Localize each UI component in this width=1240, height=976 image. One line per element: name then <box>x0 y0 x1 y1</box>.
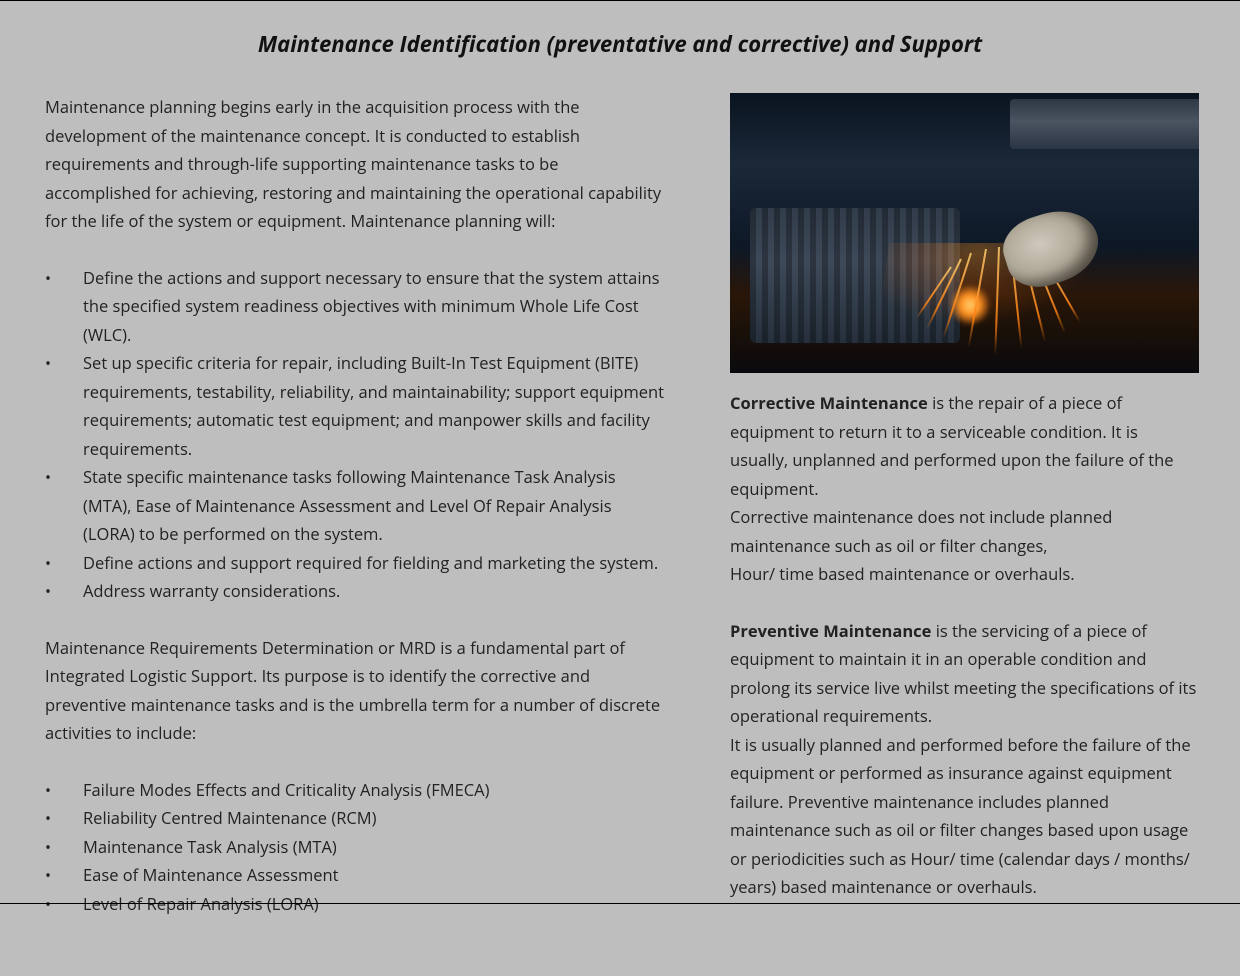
corrective-label: Corrective Maintenance <box>730 391 928 414</box>
list-item: Reliability Centred Maintenance (RCM) <box>45 804 665 833</box>
list-item: Define actions and support required for … <box>45 549 665 578</box>
right-column: Corrective Maintenance is the repair of … <box>730 93 1199 946</box>
left-column: Maintenance planning begins early in the… <box>45 93 665 946</box>
preventive-line2: It is usually planned and performed befo… <box>730 733 1191 899</box>
list-item: Define the actions and support necessary… <box>45 264 665 350</box>
intro-paragraph: Maintenance planning begins early in the… <box>45 93 665 236</box>
list-item: Address warranty considerations. <box>45 577 665 606</box>
list-item: Maintenance Task Analysis (MTA) <box>45 833 665 862</box>
corrective-line2: Corrective maintenance does not include … <box>730 505 1112 557</box>
two-column-layout: Maintenance planning begins early in the… <box>45 93 1195 946</box>
photo-background-detail <box>1010 99 1199 149</box>
page-title: Maintenance Identification (preventative… <box>45 29 1195 59</box>
corrective-line3: Hour/ time based maintenance or overhaul… <box>730 562 1075 585</box>
list-item: Set up specific criteria for repair, inc… <box>45 349 665 463</box>
mrd-paragraph: Maintenance Requirements Determination o… <box>45 634 665 748</box>
list-item: Ease of Maintenance Assessment <box>45 861 665 890</box>
document-page: Maintenance Identification (preventative… <box>0 1 1240 976</box>
mrd-bullet-list: Failure Modes Effects and Criticality An… <box>45 776 665 919</box>
bottom-divider <box>0 903 1240 904</box>
corrective-paragraph: Corrective Maintenance is the repair of … <box>730 389 1199 589</box>
preventive-label: Preventive Maintenance <box>730 619 931 642</box>
maintenance-photo <box>730 93 1199 373</box>
list-item: Failure Modes Effects and Criticality An… <box>45 776 665 805</box>
preventive-paragraph: Preventive Maintenance is the servicing … <box>730 617 1199 902</box>
list-item: State specific maintenance tasks followi… <box>45 463 665 549</box>
planning-bullet-list: Define the actions and support necessary… <box>45 264 665 606</box>
